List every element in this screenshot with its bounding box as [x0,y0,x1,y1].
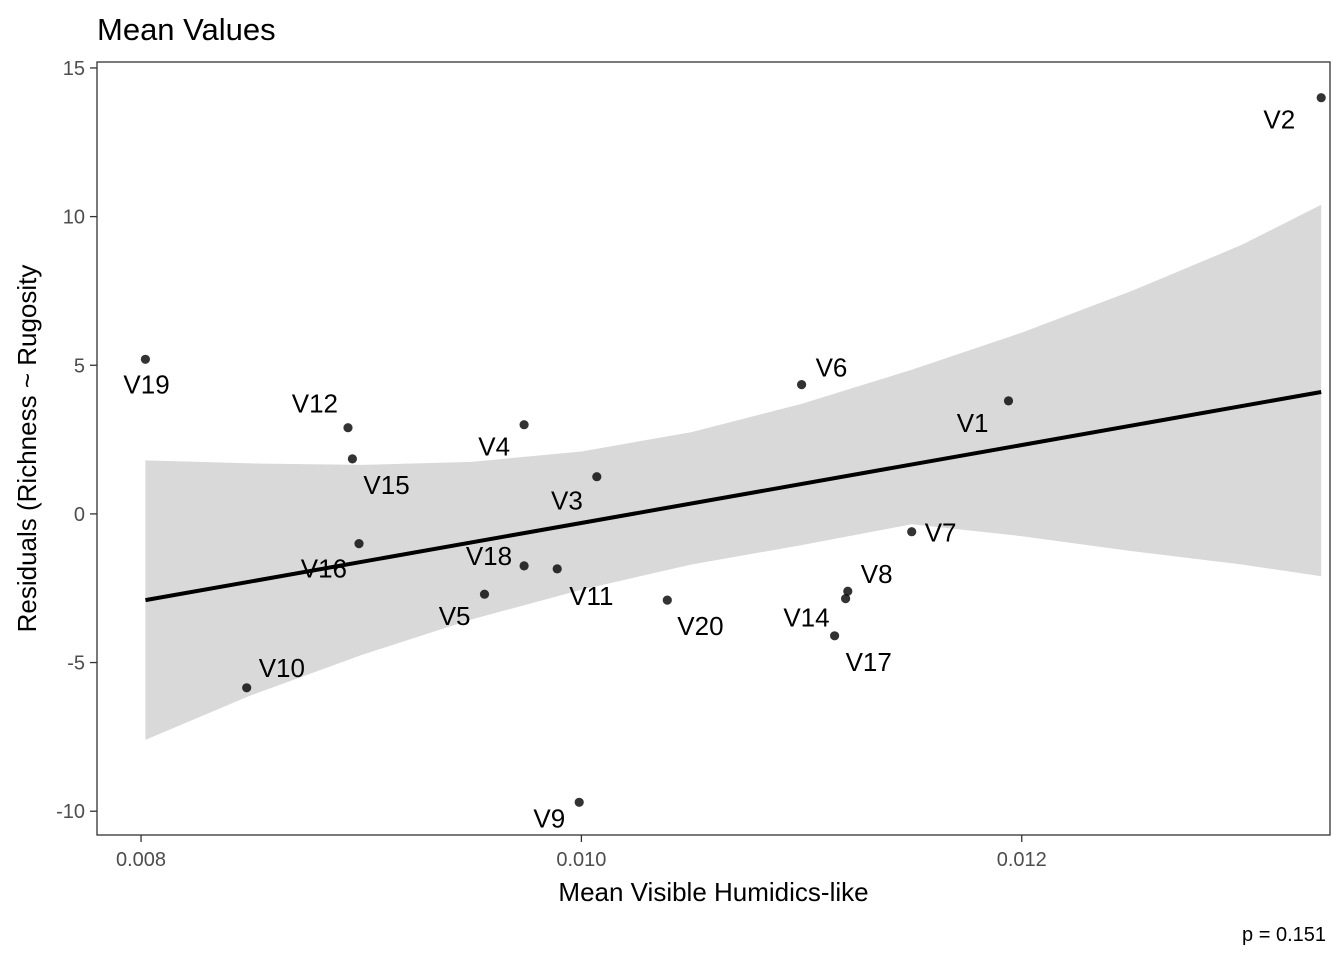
data-point-v8 [843,586,853,596]
chart-title: Mean Values [97,12,276,47]
data-point-v15 [347,454,357,464]
y-tick-label: 0 [74,504,85,526]
data-point-v11 [552,564,562,574]
point-label-v6: V6 [816,353,848,383]
y-tick-label: -5 [67,653,85,675]
data-point-v16 [354,539,364,549]
point-label-v14: V14 [783,603,829,633]
x-axis: 0.008 0.010 0.012 [116,835,1047,871]
data-point-v12 [343,423,353,433]
point-labels-layer: V1 V2 V3 V4 V5 V6 V7 V8 V9 V10 V11 V12 V14 V15 V16 V17 V… [123,105,1295,834]
confidence-band-layer [145,204,1322,740]
point-label-v5: V5 [439,601,471,631]
data-point-v2 [1316,93,1326,103]
point-label-v15: V15 [363,470,409,500]
data-point-v14 [841,594,851,604]
point-label-v20: V20 [677,611,723,641]
x-tick-label: 0.010 [556,849,606,871]
p-value-caption: p = 0.151 [1242,924,1326,946]
y-tick-label: -10 [56,801,85,823]
point-label-v12: V12 [292,389,338,419]
point-label-v4: V4 [478,432,510,462]
y-axis: 15 10 5 0 -5 -10 [56,58,97,823]
point-label-v16: V16 [301,554,347,584]
plot-panel-border [96,61,1331,836]
data-point-v4 [519,420,529,430]
point-label-v17: V17 [846,647,892,677]
point-label-v3: V3 [551,486,583,516]
point-label-v9: V9 [533,803,565,833]
regression-line-layer [145,390,1322,603]
point-label-v18: V18 [466,541,512,571]
point-label-v19: V19 [123,369,169,399]
data-point-v7 [907,527,917,537]
data-point-v19 [140,354,150,364]
data-points-layer [140,93,1326,807]
data-point-v20 [662,595,672,605]
point-label-v2: V2 [1263,105,1295,135]
confidence-band [145,204,1322,740]
data-point-v9 [574,797,584,807]
x-tick-label: 0.012 [997,849,1047,871]
y-tick-label: 15 [63,58,85,80]
point-label-v11: V11 [569,581,613,611]
data-point-v10 [242,683,252,693]
data-point-v18 [519,561,529,571]
point-label-v8: V8 [861,559,893,589]
point-label-v10: V10 [259,653,305,683]
x-tick-label: 0.008 [116,849,166,871]
regression-line [145,390,1322,603]
y-tick-label: 5 [74,355,85,377]
data-point-v3 [592,472,602,482]
data-point-v1 [1003,396,1014,406]
data-point-v5 [479,589,490,599]
data-point-v17 [830,631,840,641]
y-axis-title: Residuals (Richness ~ Rugosity [12,265,42,633]
data-point-v6 [797,380,807,390]
point-label-v7: V7 [925,518,957,548]
x-axis-title: Mean Visible Humidics-like [558,877,868,907]
point-label-v1: V1 [957,408,989,438]
y-tick-label: 10 [63,207,85,229]
